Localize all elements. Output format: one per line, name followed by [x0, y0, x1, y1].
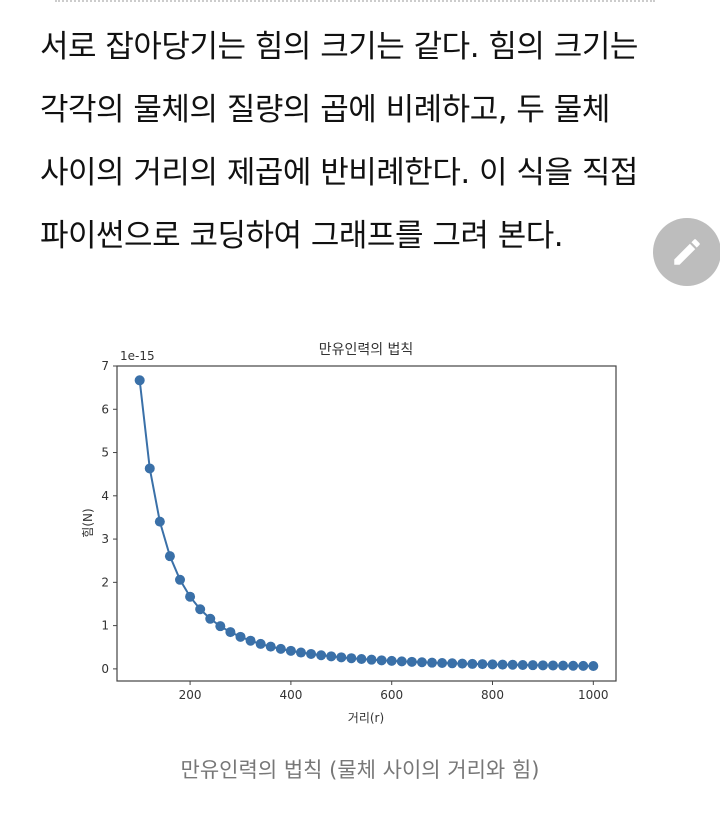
data-point — [255, 638, 266, 649]
x-tick-label: 1000 — [578, 688, 609, 702]
y-tick-label: 2 — [101, 575, 109, 589]
pencil-icon — [674, 239, 700, 265]
data-point — [306, 648, 317, 659]
data-point — [547, 660, 558, 671]
data-point — [376, 655, 387, 666]
data-point — [265, 641, 276, 652]
data-point — [497, 659, 508, 670]
data-point — [164, 551, 175, 562]
y-tick-label: 6 — [101, 402, 109, 416]
plot-frame — [116, 365, 617, 682]
data-point — [578, 660, 589, 671]
x-tick-label: 600 — [380, 688, 403, 702]
data-point — [487, 659, 498, 670]
data-point — [427, 657, 438, 668]
data-point — [175, 574, 186, 585]
data-point — [245, 635, 256, 646]
paragraph-line: 서로 잡아당기는 힘의 크기는 같다. 힘의 크기는 — [40, 29, 638, 65]
gravity-chart: 만유인력의 법칙 1e-15 200 400 600 800 100001234567 … — [81, 342, 617, 725]
data-point — [205, 613, 216, 624]
y-tick-label: 5 — [101, 446, 109, 460]
y-offset-label: 1e-15 — [120, 349, 155, 363]
y-tick-label: 0 — [101, 662, 109, 676]
figure-caption: 만유인력의 법칙 (물체 사이의 거리와 힘) — [180, 758, 540, 782]
data-point — [406, 656, 417, 667]
y-tick-label: 4 — [101, 489, 109, 503]
data-point — [316, 650, 327, 661]
edit-button[interactable] — [653, 218, 720, 286]
data-point — [457, 658, 468, 669]
y-tick-label: 3 — [101, 532, 109, 546]
data-point — [396, 656, 407, 667]
data-point — [295, 647, 306, 658]
data-point — [447, 658, 458, 669]
data-point — [588, 660, 599, 671]
previous-line-fragment — [55, 0, 655, 6]
y-tick-label: 1 — [101, 619, 109, 633]
x-tick-label: 400 — [279, 688, 302, 702]
data-point — [134, 375, 145, 386]
data-point — [285, 645, 296, 656]
paragraph-line: 파이썬으로 코딩하여 그래프를 그려 본다. — [40, 218, 564, 254]
data-point — [185, 591, 196, 602]
data-point — [568, 660, 579, 671]
data-point — [416, 657, 427, 668]
data-point — [235, 631, 246, 642]
data-point — [366, 654, 377, 665]
data-point — [467, 658, 478, 669]
data-point — [336, 652, 347, 663]
x-tick-label: 200 — [179, 688, 202, 702]
y-tick-label: 7 — [101, 359, 109, 373]
data-point — [558, 660, 569, 671]
data-point — [477, 659, 488, 670]
data-point — [437, 658, 448, 668]
data-point — [326, 651, 337, 662]
article-paragraph: 서로 잡아당기는 힘의 크기는 같다. 힘의 크기는 각각의 물체의 질량의 곱… — [40, 16, 700, 268]
data-point — [507, 659, 518, 670]
data-point — [154, 516, 165, 527]
series-line — [138, 380, 594, 667]
data-point — [346, 653, 357, 664]
data-point — [537, 660, 548, 671]
data-point — [144, 463, 155, 474]
paragraph-line: 사이의 거리의 제곱에 반비례한다. 이 식을 직접 — [40, 155, 638, 191]
data-point — [386, 655, 397, 666]
data-point — [275, 643, 286, 654]
paragraph-line: 각각의 물체의 질량의 곱에 비례하고, 두 물체 — [40, 92, 610, 128]
data-point — [356, 653, 367, 664]
data-point — [195, 604, 206, 615]
x-tick-label: 800 — [481, 688, 504, 702]
data-point — [215, 621, 226, 632]
data-point — [527, 660, 538, 671]
data-point — [225, 627, 236, 638]
data-point — [517, 659, 528, 670]
x-axis-label: 거리(r) — [348, 711, 384, 725]
chart-title: 만유인력의 법칙 — [319, 342, 414, 358]
y-axis-label: 힘(N) — [81, 508, 95, 537]
